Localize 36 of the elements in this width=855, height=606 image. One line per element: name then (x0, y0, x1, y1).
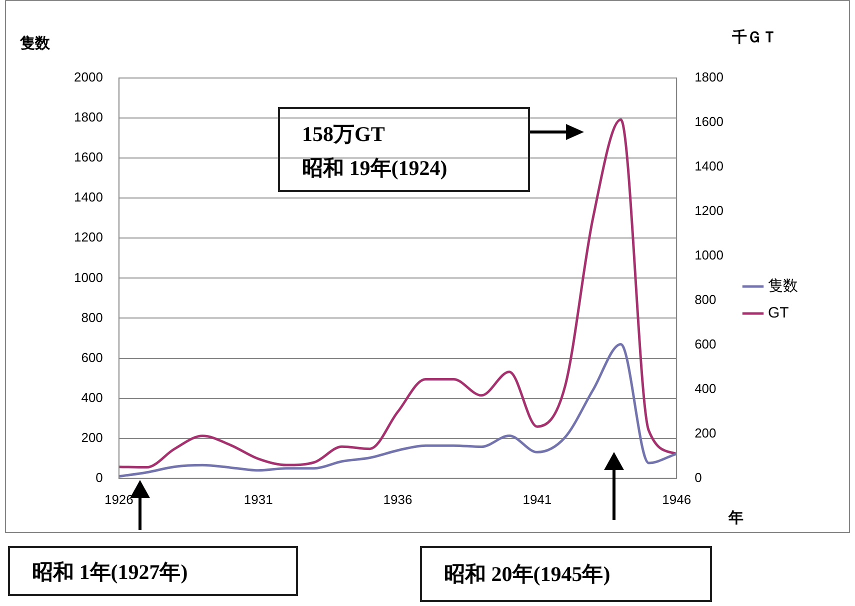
line-series (118, 343, 677, 478)
y2-tick-label: 600 (694, 336, 716, 352)
y2-tick-label: 800 (694, 292, 716, 308)
line-series (118, 118, 677, 469)
text: 昭和 1年(1927年) (8, 546, 298, 596)
x-tick-label: 1941 (522, 492, 552, 507)
y-tick-label: 2000 (74, 70, 103, 85)
x-tick-label: 1946 (662, 492, 692, 507)
y-tick-label: 600 (81, 350, 103, 365)
y-tick-label: 800 (81, 310, 103, 325)
text: 昭和 20年(1945年) (420, 546, 712, 602)
legend-label: 隻数 (768, 278, 798, 295)
annotation: 158万GT 昭和 19年(1924) (278, 107, 530, 192)
y-tick-label: 0 (96, 470, 103, 485)
y2-tick-label: 0 (694, 470, 702, 485)
y-tick-label: 1000 (74, 270, 103, 285)
y2-tick-label: 1800 (694, 70, 724, 85)
y2-tick-label: 1600 (694, 114, 724, 130)
x-axis-title: 年 (728, 509, 744, 526)
y2-tick-label: 1200 (694, 203, 724, 218)
y-tick-label: 1200 (74, 230, 103, 245)
y2-axis-title: 千ＧＴ (731, 29, 777, 46)
y2-tick-label: 1000 (694, 248, 724, 263)
y-tick-label: 1600 (74, 150, 103, 165)
x-tick-label: 1936 (383, 492, 412, 507)
y-tick-label: 1800 (74, 110, 103, 125)
x-tick-label: 1931 (244, 492, 273, 507)
x-tick-label: 1926 (104, 492, 134, 507)
y-tick-label: 200 (81, 430, 103, 445)
y-tick-label: 1400 (74, 190, 103, 205)
legend-label: GT (768, 304, 789, 322)
y-tick-label: 400 (81, 390, 103, 405)
y2-tick-label: 400 (694, 381, 716, 396)
y2-tick-label: 1400 (694, 158, 724, 174)
y-axis-title: 隻数 (19, 35, 51, 52)
y2-tick-label: 200 (694, 425, 716, 440)
